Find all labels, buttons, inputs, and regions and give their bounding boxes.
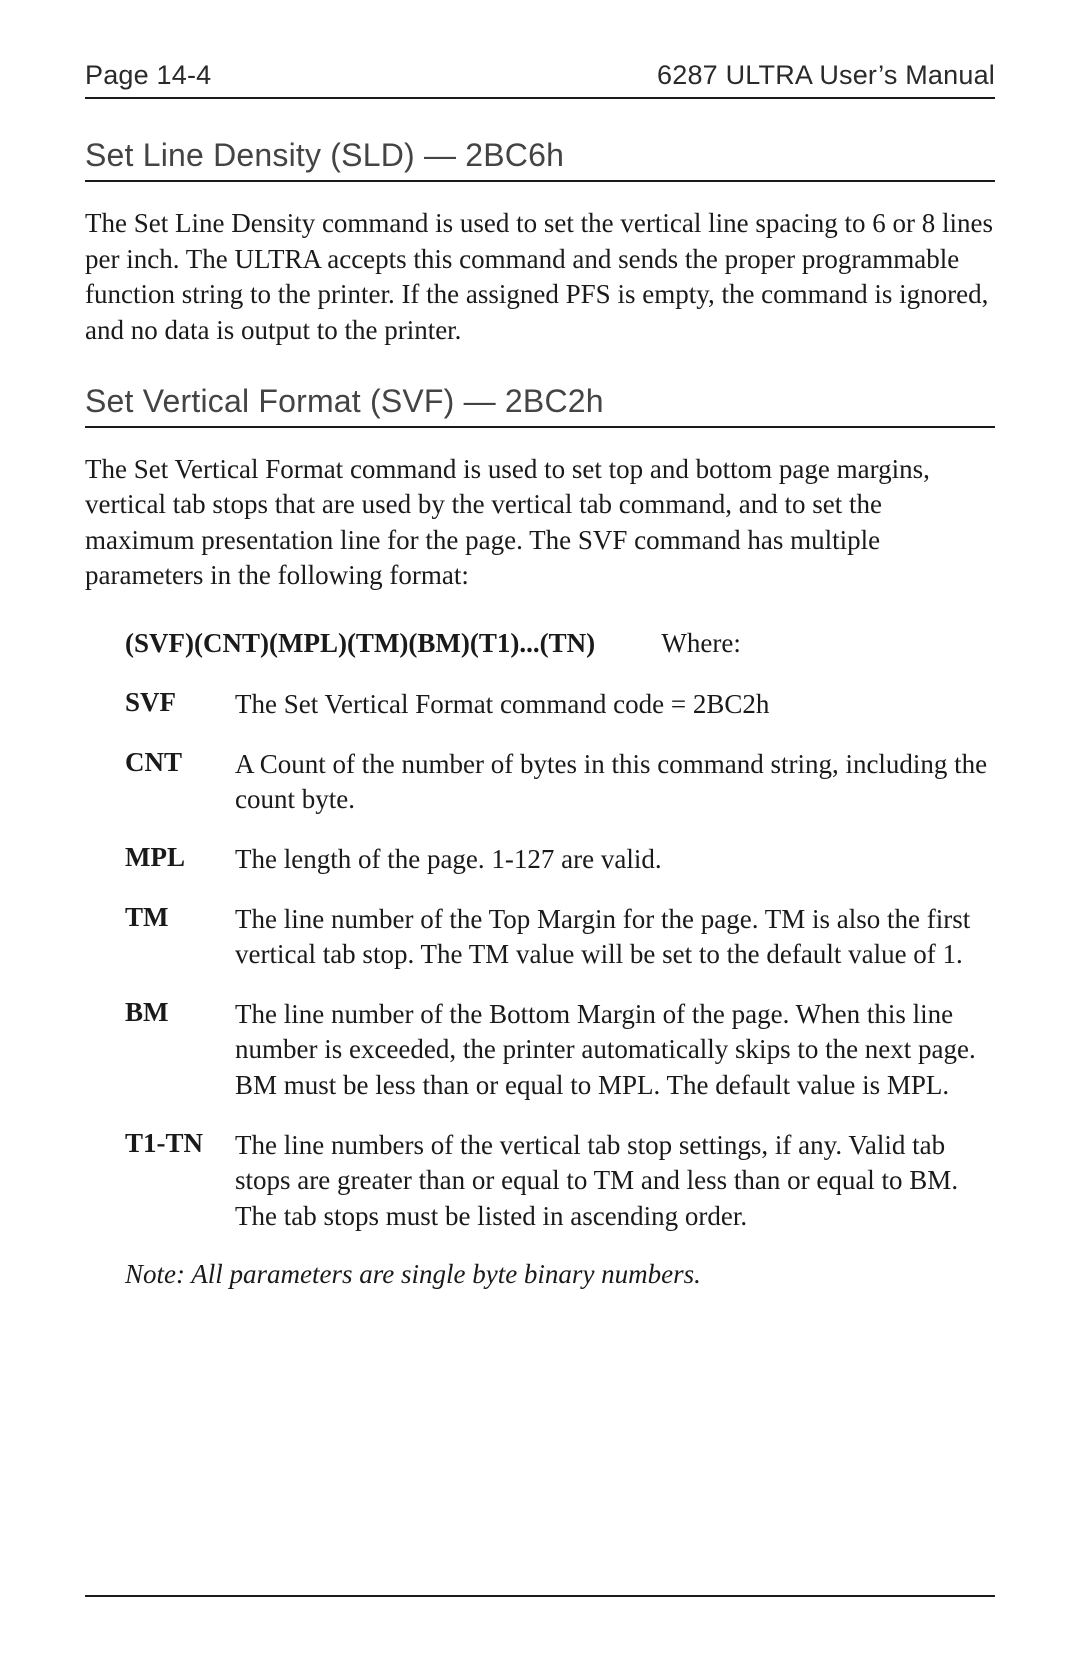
svf-format-line: (SVF)(CNT)(MPL)(TM)(BM)(T1)...(TN) Where… (85, 628, 995, 659)
param-def: The Set Vertical Format command code = 2… (235, 687, 995, 723)
running-header: Page 14-4 6287 ULTRA User’s Manual (85, 60, 995, 99)
param-term: T1-TN (125, 1128, 235, 1159)
param-row: BM The line number of the Bottom Margin … (125, 997, 995, 1104)
sld-paragraph: The Set Line Density command is used to … (85, 206, 995, 349)
param-def: The line number of the Top Margin for th… (235, 902, 995, 973)
section-title-sld: Set Line Density (SLD) — 2BC6h (85, 137, 995, 182)
param-term: CNT (125, 747, 235, 778)
param-row: TM The line number of the Top Margin for… (125, 902, 995, 973)
svf-format-where: Where: (661, 628, 740, 658)
param-def: The length of the page. 1-127 are valid. (235, 842, 995, 878)
svf-paragraph: The Set Vertical Format command is used … (85, 452, 995, 595)
page: Page 14-4 6287 ULTRA User’s Manual Set L… (0, 0, 1080, 1669)
param-term: MPL (125, 842, 235, 873)
param-row: CNT A Count of the number of bytes in th… (125, 747, 995, 818)
param-row: MPL The length of the page. 1-127 are va… (125, 842, 995, 878)
svf-note: Note: All parameters are single byte bin… (125, 1259, 995, 1290)
param-term: SVF (125, 687, 235, 718)
header-right: 6287 ULTRA User’s Manual (657, 60, 995, 91)
svf-param-table: SVF The Set Vertical Format command code… (85, 687, 995, 1235)
footer-rule (85, 1595, 995, 1597)
param-def: The line number of the Bottom Margin of … (235, 997, 995, 1104)
header-left: Page 14-4 (85, 60, 211, 91)
param-term: BM (125, 997, 235, 1028)
param-def: A Count of the number of bytes in this c… (235, 747, 995, 818)
param-row: T1-TN The line numbers of the vertical t… (125, 1128, 995, 1235)
section-title-svf: Set Vertical Format (SVF) — 2BC2h (85, 383, 995, 428)
svf-format-syntax: (SVF)(CNT)(MPL)(TM)(BM)(T1)...(TN) (125, 628, 595, 658)
param-def: The line numbers of the vertical tab sto… (235, 1128, 995, 1235)
param-row: SVF The Set Vertical Format command code… (125, 687, 995, 723)
param-term: TM (125, 902, 235, 933)
